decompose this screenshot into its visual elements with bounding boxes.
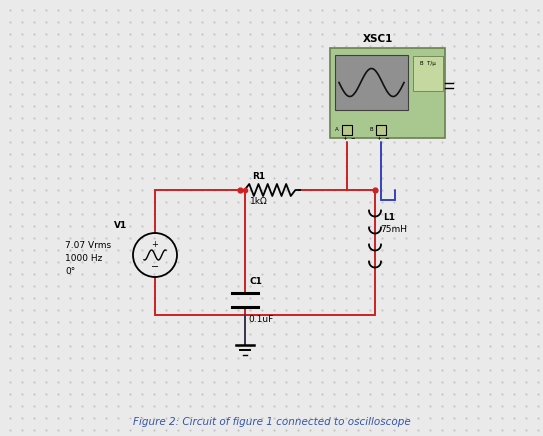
Bar [335,55,408,110]
Text: B  T/μ: B T/μ [420,61,436,67]
Text: 1000 Hz: 1000 Hz [65,253,103,262]
Bar [330,48,445,138]
Text: 1kΩ: 1kΩ [250,197,268,205]
Text: −: − [351,136,355,140]
Text: 75mH: 75mH [380,225,407,234]
Text: −: − [151,262,159,272]
Text: 0°: 0° [65,266,75,276]
Text: V1: V1 [113,221,127,229]
Text: R1: R1 [252,171,265,181]
Bar [342,125,352,135]
Text: 7.07 Vrms: 7.07 Vrms [65,241,111,249]
Text: Figure 2: Circuit of figure 1 connected to oscilloscope: Figure 2: Circuit of figure 1 connected … [132,417,411,427]
Text: −: − [384,136,389,140]
Text: +: + [343,136,348,140]
Text: XSC1: XSC1 [363,34,394,44]
Text: +: + [151,239,159,249]
Text: A: A [335,126,339,132]
Text: B: B [369,126,373,132]
Text: 0.1uF: 0.1uF [248,314,273,324]
Text: +: + [377,136,381,140]
Bar [376,125,386,135]
Text: C1: C1 [250,276,263,286]
Bar [413,56,443,91]
Text: L1: L1 [383,212,395,221]
